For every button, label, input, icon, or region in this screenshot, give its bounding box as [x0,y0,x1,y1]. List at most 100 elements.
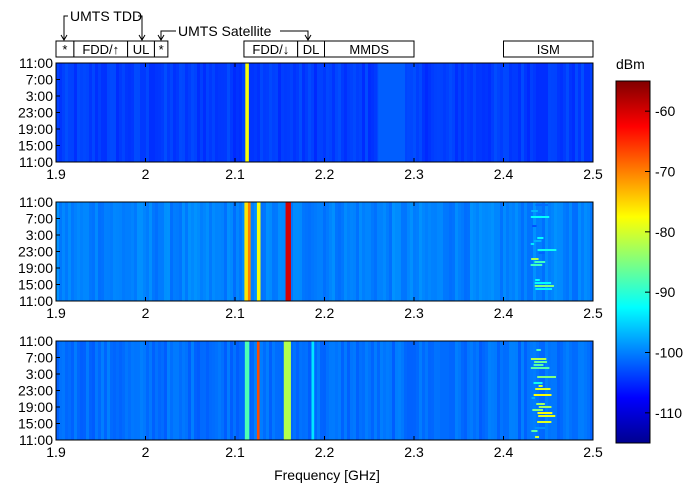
noise-column [176,63,179,162]
noise-column [485,63,488,162]
noise-column [554,202,557,301]
noise-column [443,202,446,301]
noise-column [65,63,68,162]
noise-column [257,63,260,162]
noise-column [239,341,242,440]
noise-column [269,63,272,162]
noise-column [419,341,422,440]
colorbar-tick-label: -60 [655,103,675,119]
noise-column [89,341,92,440]
ism-burst [530,367,550,369]
noise-column [74,202,77,301]
noise-column [551,341,554,440]
noise-column [431,63,434,162]
x-tick-label: 2.3 [404,305,424,321]
noise-column [584,202,587,301]
ism-burst [534,427,546,429]
noise-column [440,202,443,301]
noise-column [194,341,197,440]
noise-column [395,202,398,301]
noise-column [530,341,533,440]
ism-burst [531,258,539,260]
noise-column [203,63,206,162]
x-tick-label: 2.4 [494,444,514,460]
noise-column [131,341,134,440]
noise-column [74,341,77,440]
noise-column [548,202,551,301]
noise-column [272,63,275,162]
noise-column [209,202,212,301]
noise-column [407,341,410,440]
noise-column [113,202,116,301]
noise-column [140,341,143,440]
noise-column [137,202,140,301]
noise-column [107,202,110,301]
noise-column [188,63,191,162]
noise-column [509,202,512,301]
noise-column [443,63,446,162]
noise-column [428,202,431,301]
noise-column [230,202,233,301]
satellite-leader-right [280,30,309,40]
noise-column [200,341,203,440]
noise-column [362,63,365,162]
noise-column [464,63,467,162]
noise-column [410,63,413,162]
noise-column [539,63,542,162]
y-tick-label: 23:00 [18,383,53,399]
noise-column [221,341,224,440]
arrow-icon [138,34,146,41]
noise-column [167,63,170,162]
carrier-band [244,202,248,301]
noise-column [356,63,359,162]
ism-burst [533,240,542,242]
noise-column [287,63,290,162]
noise-column [449,341,452,440]
noise-column [92,202,95,301]
noise-column [290,341,293,440]
noise-column [155,63,158,162]
noise-column [59,341,62,440]
noise-column [179,63,182,162]
noise-column [158,341,161,440]
noise-column [506,63,509,162]
ism-burst [531,430,538,432]
noise-column [392,341,395,440]
noise-column [488,341,491,440]
noise-column [380,341,383,440]
noise-column [524,341,527,440]
x-tick-label: 2.1 [225,305,245,321]
noise-column [548,63,551,162]
noise-column [449,202,452,301]
noise-column [557,63,560,162]
noise-column [497,63,500,162]
colorbar-ticks: -60 -70 -80 -90 -100 -110 [645,103,683,421]
noise-column [59,202,62,301]
noise-column [404,202,407,301]
noise-column [77,202,80,301]
noise-column [524,63,527,162]
noise-column [494,341,497,440]
noise-column [398,202,401,301]
noise-column [455,341,458,440]
colorbar-tick-label: -100 [655,345,683,361]
noise-column [434,63,437,162]
noise-column [572,202,575,301]
noise-column [506,202,509,301]
noise-column [482,202,485,301]
noise-column [254,341,257,440]
noise-column [452,202,455,301]
y-tick-label: 3:00 [26,227,53,243]
noise-column [158,63,161,162]
x-tick-label: 2.3 [404,166,424,182]
noise-column [185,341,188,440]
ism-burst [530,216,550,218]
tdd-leader-left [63,15,68,40]
arrow-icon [304,34,312,41]
noise-column [458,341,461,440]
noise-column [374,63,377,162]
noise-column [467,202,470,301]
noise-column [263,341,266,440]
noise-column [77,341,80,440]
noise-column [143,341,146,440]
